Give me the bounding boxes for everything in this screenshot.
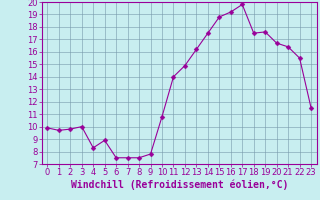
X-axis label: Windchill (Refroidissement éolien,°C): Windchill (Refroidissement éolien,°C)	[70, 180, 288, 190]
